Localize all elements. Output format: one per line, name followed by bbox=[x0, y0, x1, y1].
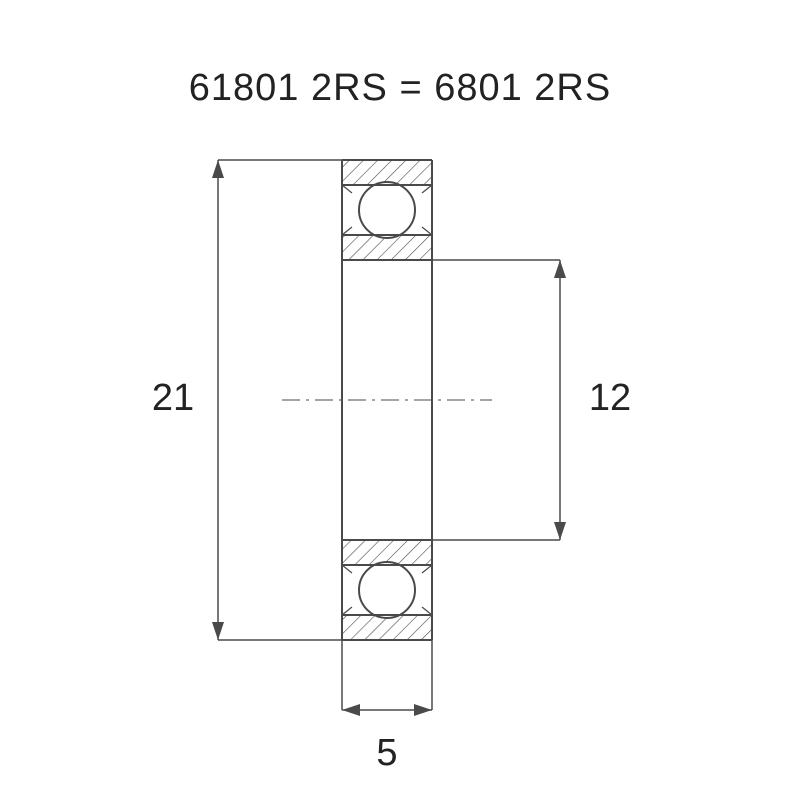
inner-diameter-label: 12 bbox=[589, 377, 631, 419]
bearing-drawing: 61801 2RS = 6801 2RS 21 12 5 bbox=[0, 0, 800, 800]
title-text: 61801 2RS = 6801 2RS bbox=[189, 67, 611, 109]
outer-diameter-label: 21 bbox=[152, 377, 194, 419]
width-label: 5 bbox=[376, 732, 397, 774]
